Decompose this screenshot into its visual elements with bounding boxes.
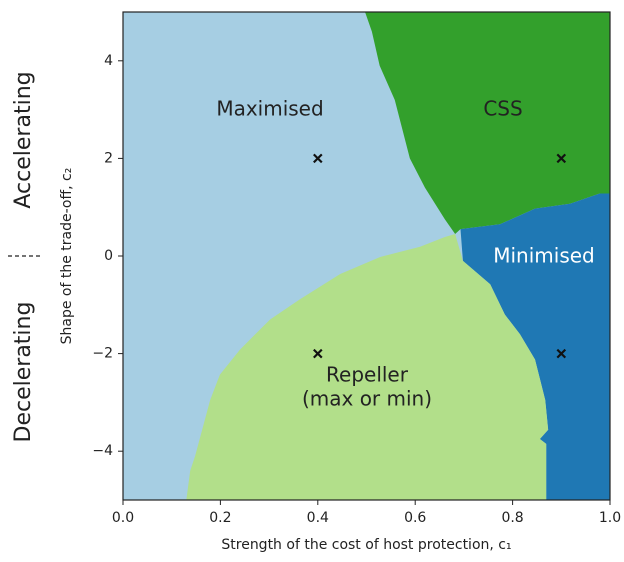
y-tick-label: −4 xyxy=(92,443,113,459)
x-tick-label: 1.0 xyxy=(599,510,621,526)
x-tick-label: 0.6 xyxy=(404,510,426,526)
region-label: Repeller xyxy=(326,363,409,387)
y-tick-label: 4 xyxy=(104,53,113,69)
side-label: Accelerating xyxy=(11,71,36,208)
point-marker xyxy=(556,153,567,164)
region-label: CSS xyxy=(483,97,522,121)
y-axis-label: Shape of the trade-off, c₂ xyxy=(59,168,75,345)
point-marker xyxy=(556,348,567,359)
side-label: Decelerating xyxy=(11,302,36,443)
y-tick-label: 2 xyxy=(104,150,113,166)
y-tick-label: −2 xyxy=(92,346,113,362)
x-tick-label: 0.4 xyxy=(307,510,329,526)
region xyxy=(365,12,610,235)
point-marker xyxy=(313,153,323,164)
x-axis-label: Strength of the cost of host protection,… xyxy=(221,537,511,553)
x-tick-label: 0.2 xyxy=(209,510,231,526)
region xyxy=(460,193,610,500)
region-label: (max or min) xyxy=(302,387,432,411)
region-label: Maximised xyxy=(216,97,323,121)
region xyxy=(186,234,549,501)
point-marker xyxy=(313,348,323,359)
x-tick-label: 0.8 xyxy=(501,510,523,526)
x-tick-label: 0.0 xyxy=(112,510,134,526)
region-label: Minimised xyxy=(493,244,595,268)
y-tick-label: 0 xyxy=(104,248,113,264)
